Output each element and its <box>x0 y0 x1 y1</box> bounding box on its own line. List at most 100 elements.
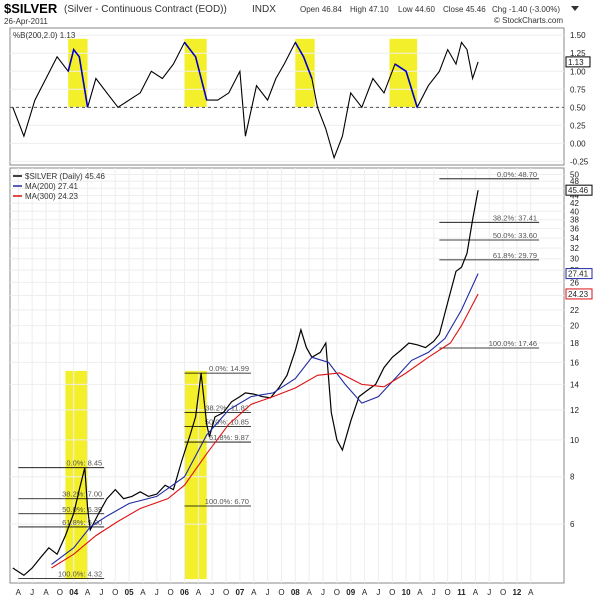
y-tick-label: -0.25 <box>570 157 589 166</box>
y-tick-label: 22 <box>570 306 579 315</box>
indicator-line <box>394 63 418 108</box>
price-panel: 6810121416182022242628303234363840424446… <box>9 167 593 584</box>
open-value: 46.84 <box>322 5 343 14</box>
y-tick-label: 1.50 <box>570 31 586 40</box>
price-line <box>12 190 479 577</box>
fib-label: 38.2%: 37.41 <box>493 213 537 222</box>
y-tick-label: 26 <box>570 278 579 287</box>
date: 26-Apr-2011 <box>4 17 48 26</box>
legend-label: MA(200) 27.41 <box>25 182 78 191</box>
exchange: INDX <box>252 4 276 15</box>
high-label: High <box>350 5 366 14</box>
price-line <box>51 273 479 565</box>
x-tick-label: 05 <box>125 588 134 597</box>
price-tag-label: 24.23 <box>568 290 589 299</box>
x-tick-label: A <box>306 588 312 597</box>
x-tick-label: O <box>168 588 174 597</box>
x-tick-label: O <box>334 588 340 597</box>
x-tick-label: J <box>432 588 436 597</box>
x-tick-label: J <box>30 588 34 597</box>
svg-text:High 47.10: High 47.10 <box>350 5 389 14</box>
fib-label: 0.0%: 8.45 <box>66 459 102 468</box>
legend-label: MA(300) 24.23 <box>25 192 78 201</box>
y-tick-label: 0.00 <box>570 139 586 148</box>
y-tick-label: 6 <box>570 520 575 529</box>
x-tick-label: O <box>445 588 451 597</box>
x-tick-label: A <box>196 588 202 597</box>
indicator-line <box>183 41 208 101</box>
price-tag <box>565 268 593 280</box>
y-tick-label: 0.25 <box>570 121 586 130</box>
y-tick-label: 0.50 <box>570 103 586 112</box>
y-tick-label: 16 <box>570 358 579 367</box>
fib-label: 50.0%: 10.85 <box>205 417 249 426</box>
highlight-zone <box>184 38 207 108</box>
chg-label: Chg <box>492 5 507 14</box>
x-tick-label: A <box>16 588 22 597</box>
x-tick-label: A <box>473 588 479 597</box>
description: (Silver - Continuous Contract (EOD)) <box>64 4 227 15</box>
x-tick-label: J <box>487 588 491 597</box>
x-tick-label: J <box>266 588 270 597</box>
y-tick-label: 48 <box>570 177 579 186</box>
x-tick-label: A <box>85 588 91 597</box>
x-tick-label: 08 <box>291 588 300 597</box>
y-tick-label: 50 <box>570 170 579 179</box>
x-tick-label: A <box>528 588 534 597</box>
x-tick-label: O <box>500 588 506 597</box>
watermark: © StockCharts.com <box>494 16 563 25</box>
value-tag <box>565 56 591 68</box>
x-tick-label: 09 <box>346 588 355 597</box>
y-tick-label: 32 <box>570 244 579 253</box>
chg-value: -1.40 (-3.00%) <box>509 5 560 14</box>
indicator-panel: -0.25 0.00 0.25 0.50 0.75 1.00 1.25 1.50 %B(200,… <box>9 27 591 166</box>
close-label: Close <box>443 5 464 14</box>
open-label: Open <box>300 5 320 14</box>
y-tick-label: 0.75 <box>570 85 586 94</box>
y-tick-label: 14 <box>570 380 579 389</box>
x-axis: A J A O 04 A J O 05 A J O 06 A J O 07 A J O 08 A J O 09 A J O 10 A J O 1… <box>16 588 534 597</box>
svg-text:Chg -1.40 (-3.00%): Chg -1.40 (-3.00%) <box>492 5 560 14</box>
high-value: 47.10 <box>369 5 390 14</box>
svg-text:Close 45.46: Close 45.46 <box>443 5 486 14</box>
x-tick-label: A <box>140 588 146 597</box>
svg-text:Low 44.60: Low 44.60 <box>398 5 435 14</box>
fib-label: 38.2%: 7.00 <box>62 490 102 499</box>
x-tick-label: O <box>112 588 118 597</box>
fib-label: 61.8%: 5.90 <box>62 518 102 527</box>
x-tick-label: J <box>321 588 325 597</box>
value-tag-label: 1.13 <box>568 58 584 67</box>
price-tag <box>565 288 593 300</box>
close-value: 45.46 <box>466 5 487 14</box>
y-tick-label: 34 <box>570 234 579 243</box>
indicator-legend: %B(200,2.0) 1.13 <box>13 31 76 40</box>
y-tick-label: 20 <box>570 322 579 331</box>
x-tick-label: O <box>389 588 395 597</box>
x-tick-label: J <box>155 588 159 597</box>
y-tick-label: 38 <box>570 216 579 225</box>
indicator-line <box>67 47 89 108</box>
y-tick-label: 44 <box>570 192 579 201</box>
fib-label: 61.8%: 29.79 <box>493 251 537 260</box>
legend-label: $SILVER (Daily) 45.46 <box>25 172 105 181</box>
x-tick-label: O <box>278 588 284 597</box>
price-line <box>51 293 479 569</box>
x-tick-label: 12 <box>512 588 521 597</box>
y-tick-label: 18 <box>570 339 579 348</box>
fib-label: 50.0%: 33.60 <box>493 231 537 240</box>
y-tick-label: 1.25 <box>570 49 586 58</box>
dropdown-arrow-icon[interactable] <box>571 6 579 11</box>
highlight-zone <box>184 370 207 580</box>
x-tick-label: A <box>362 588 368 597</box>
fib-label: 100.0%: 17.46 <box>489 339 537 348</box>
price-tag-label: 45.46 <box>568 186 589 195</box>
fib-label: 0.0%: 48.70 <box>497 170 537 179</box>
x-tick-label: J <box>376 588 380 597</box>
y-tick-label: 12 <box>570 406 579 415</box>
x-tick-label: 11 <box>457 588 466 597</box>
highlight-zone <box>295 38 315 108</box>
y-tick-label: 8 <box>570 473 575 482</box>
x-tick-label: O <box>223 588 229 597</box>
highlight-zone <box>68 38 88 108</box>
